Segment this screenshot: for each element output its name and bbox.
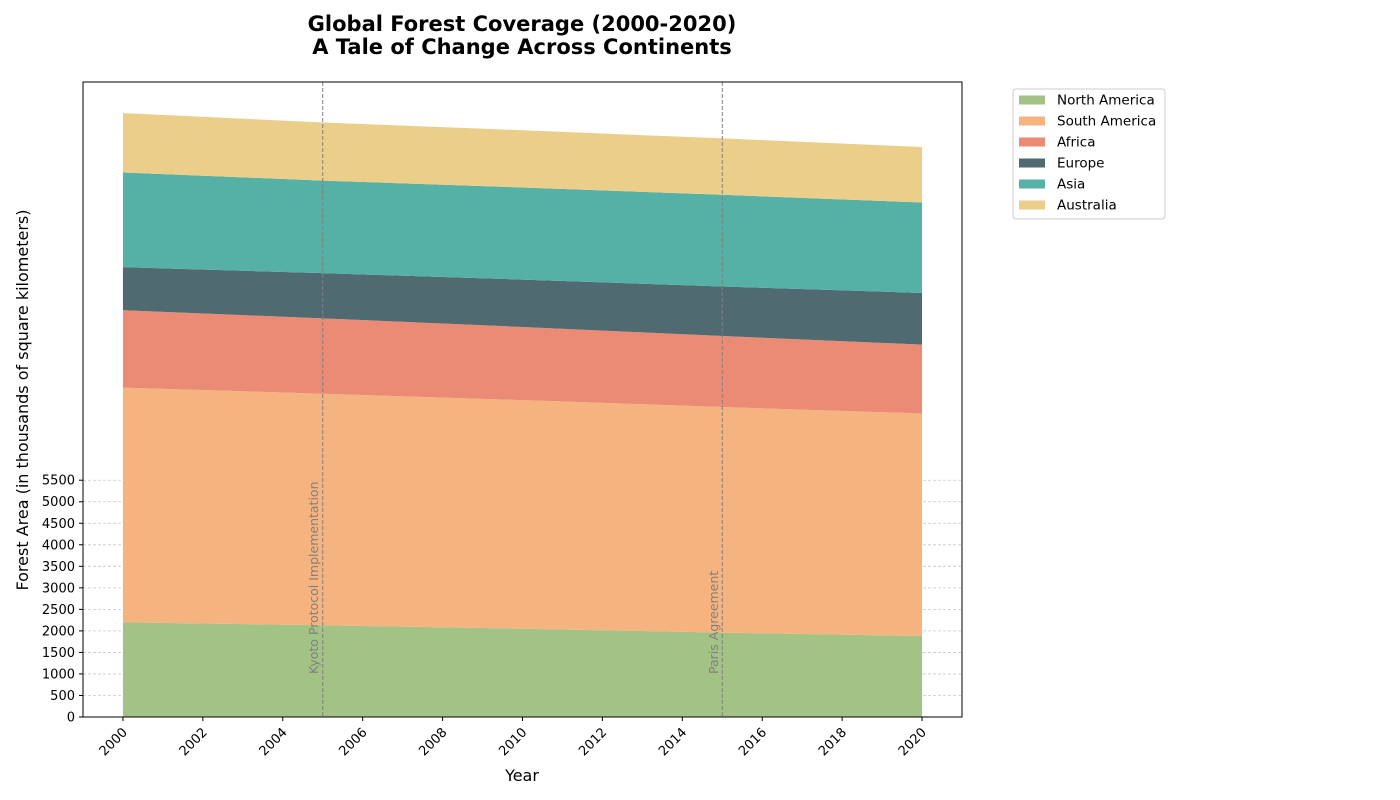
legend-label: Europe — [1057, 156, 1104, 172]
legend-swatch-asia — [1019, 179, 1045, 189]
y-tick-label: 2000 — [42, 624, 75, 639]
legend-label: Africa — [1057, 135, 1096, 151]
legend-frame — [1012, 88, 1166, 220]
area-north-america — [122, 622, 923, 717]
legend-swatch-south-america — [1019, 116, 1045, 126]
y-tick-label: 1500 — [42, 646, 75, 661]
legend: North America South America Africa Europe As… — [1012, 88, 1166, 220]
legend-swatch-africa — [1019, 137, 1045, 147]
x-axis-label: Year — [504, 766, 539, 785]
legend-swatch-australia — [1019, 200, 1045, 210]
legend-swatch-europe — [1019, 158, 1045, 168]
event-label: Kyoto Protocol Implementation — [306, 481, 321, 673]
y-tick-label: 3000 — [42, 581, 75, 596]
event-label: Paris Agreement — [706, 571, 721, 674]
y-tick-label: 4500 — [42, 517, 75, 532]
y-tick-label: 5500 — [42, 474, 75, 489]
chart-title-line-2: A Tale of Change Across Continents — [312, 35, 732, 59]
legend-label: Australia — [1057, 198, 1117, 214]
legend-label: South America — [1057, 114, 1156, 130]
y-tick-label: 5000 — [42, 495, 75, 510]
y-tick-label: 2500 — [42, 603, 75, 618]
y-tick-label: 500 — [50, 689, 75, 704]
area-south-america — [122, 387, 923, 637]
legend-label: Asia — [1057, 177, 1085, 193]
legend-swatch-north-america — [1019, 95, 1045, 105]
event-annotations: Kyoto Protocol Implementation Paris Agree… — [306, 82, 723, 717]
y-tick-label: 0 — [67, 711, 75, 726]
y-axis-label: Forest Area (in thousands of square kilo… — [13, 210, 32, 591]
stacked-areas — [122, 113, 923, 717]
legend-label: North America — [1057, 93, 1155, 109]
y-tick-label: 4000 — [42, 538, 75, 553]
y-tick-label: 3500 — [42, 560, 75, 575]
y-tick-label: 1000 — [42, 667, 75, 682]
y-axis: 0 500 1000 1500 2000 2500 3000 3500 4000 4500 5000… — [42, 474, 83, 726]
chart-title-line-1: Global Forest Coverage (2000-2020) — [308, 12, 737, 36]
